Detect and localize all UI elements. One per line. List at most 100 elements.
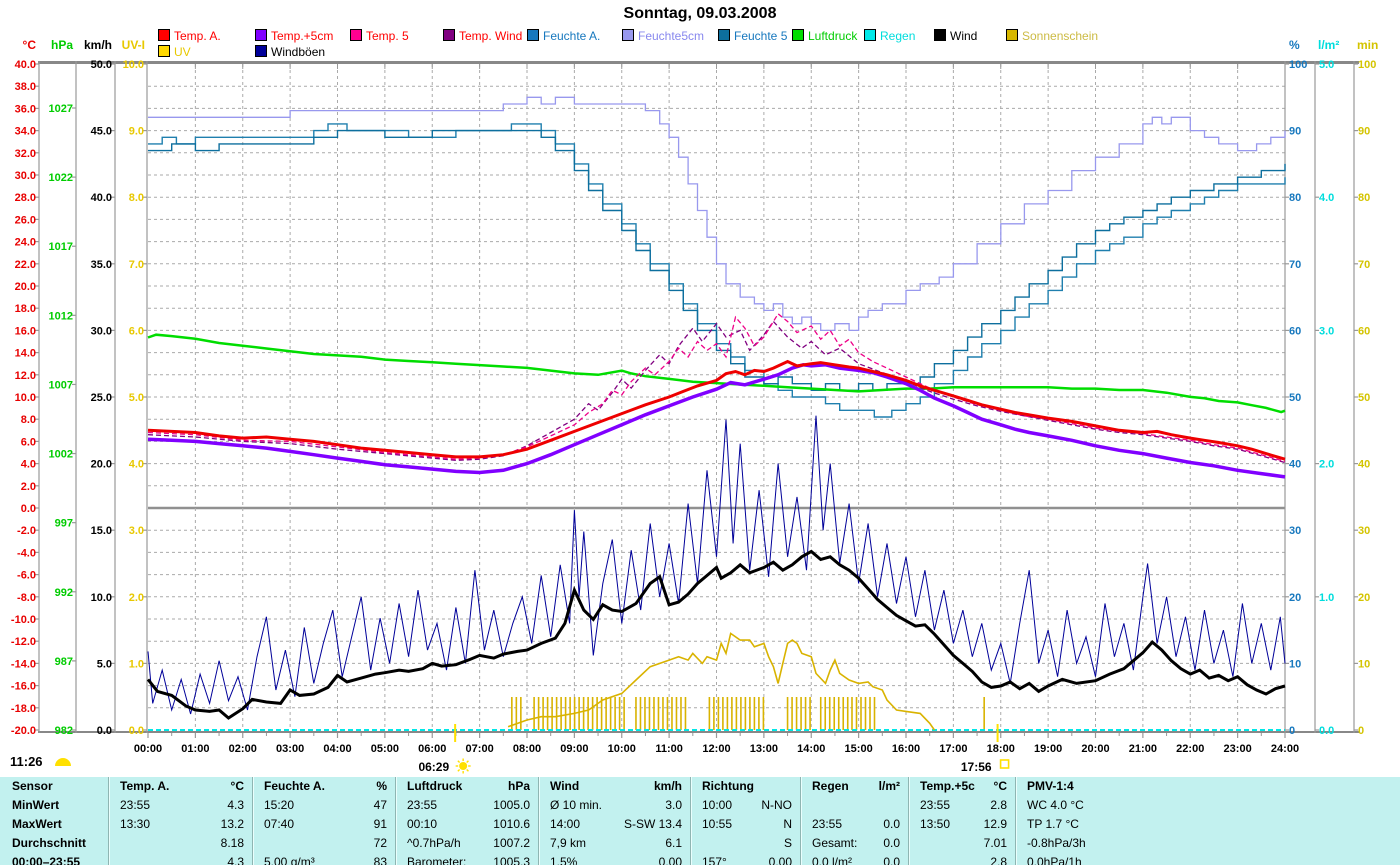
table-col-header: Temp. A. xyxy=(120,779,170,793)
axis-tick-label-: 0 xyxy=(1289,725,1295,737)
table-value: 2.8 xyxy=(990,798,1007,812)
x-axis-label: 16:00 xyxy=(892,743,920,755)
legend-item-temp-5: Temp. 5 xyxy=(350,29,409,43)
table-value-time: 7,9 km xyxy=(550,836,587,850)
legend-swatch-icon xyxy=(622,29,634,41)
legend-swatch-icon xyxy=(864,29,876,41)
x-axis-label: 22:00 xyxy=(1176,743,1204,755)
axis-tick-label-c: 30.0 xyxy=(15,170,36,182)
axis-tick-label-c: 26.0 xyxy=(15,214,36,226)
table-divider xyxy=(108,777,110,865)
x-axis-label: 03:00 xyxy=(276,743,304,755)
x-axis-label: 10:00 xyxy=(608,743,636,755)
axis-tick-label-kmh: 5.0 xyxy=(97,658,112,670)
table-value-time: 23:55 xyxy=(407,798,438,812)
axis-tick-label-c: 16.0 xyxy=(15,325,36,337)
x-axis-label: 23:00 xyxy=(1224,743,1252,755)
sunrise-sun-icon xyxy=(455,758,471,774)
axis-tick-label-c: -10.0 xyxy=(11,614,36,626)
axis-tick-label-min: 0 xyxy=(1358,725,1364,737)
x-axis-label: 20:00 xyxy=(1081,743,1109,755)
x-axis-label: 02:00 xyxy=(229,743,257,755)
table-divider xyxy=(690,777,692,865)
legend-label: Feuchte5cm xyxy=(638,29,705,43)
axis-tick-label-kmh: 40.0 xyxy=(91,192,112,204)
axis-tick-label-c: 20.0 xyxy=(15,281,36,293)
legend-swatch-icon xyxy=(934,29,946,41)
axis-tick-label-: 30 xyxy=(1289,525,1301,537)
table-divider xyxy=(395,777,397,865)
axis-unit-min: min xyxy=(1357,38,1379,52)
axis-tick-label-c: -6.0 xyxy=(17,570,36,582)
axis-tick-label-c: -8.0 xyxy=(17,592,36,604)
table-value-time: WC 4.0 °C xyxy=(1027,798,1084,812)
axis-tick-label-lm: 3.0 xyxy=(1319,325,1334,337)
table-value: 12.9 xyxy=(983,817,1007,831)
x-axis-label: 08:00 xyxy=(513,743,541,755)
table-value: 83 xyxy=(373,855,387,865)
axis-unit-hpa: hPa xyxy=(50,38,73,52)
legend-item-windb-en: Windböen xyxy=(255,45,325,59)
series-feuchte5cm xyxy=(148,96,1286,332)
axis-tick-label-: 20 xyxy=(1289,592,1301,604)
table-value: 8.18 xyxy=(220,836,244,850)
axis-tick-label-c: 32.0 xyxy=(15,148,36,160)
table-divider xyxy=(1015,777,1017,865)
legend-item-wind: Wind xyxy=(934,29,977,43)
table-value-time: 10:00 xyxy=(702,798,733,812)
table-col-header: Wind xyxy=(550,779,580,793)
axis-tick-label-c: 40.0 xyxy=(15,59,36,71)
legend-label: Temp. A. xyxy=(174,29,221,43)
legend-swatch-icon xyxy=(718,29,730,41)
legend-swatch-icon xyxy=(443,29,455,41)
legend-label: Temp. Wind xyxy=(459,29,523,43)
x-axis-label: 00:00 xyxy=(134,743,162,755)
x-axis-label: 19:00 xyxy=(1034,743,1062,755)
table-value: 4.3 xyxy=(227,855,244,865)
axis-tick-label-: 50 xyxy=(1289,392,1301,404)
series-uv xyxy=(507,632,936,731)
series-temp-a- xyxy=(147,359,1286,461)
legend-item-feuchte5cm: Feuchte5cm xyxy=(622,29,704,43)
sunrise-time: 06:29 xyxy=(418,760,449,774)
axis-tick-label-min: 20 xyxy=(1358,592,1370,604)
plot-bottom-border xyxy=(38,731,1359,733)
axis-tick-label-min: 70 xyxy=(1358,259,1370,271)
axis-tick-label-uvi: 1.0 xyxy=(129,658,144,670)
axis-tick-label-c: 0.0 xyxy=(21,503,36,515)
table-row: 00:00–23:55 4.3 5.00 g/m³ 83 Barometer: 1005.… xyxy=(0,853,1400,865)
axis-tick-label-kmh: 25.0 xyxy=(91,392,112,404)
table-row-label: MaxWert xyxy=(12,817,62,831)
table-col-unit xyxy=(752,777,792,796)
table-divider xyxy=(538,777,540,865)
table-value-time: Gesamt: xyxy=(812,836,858,850)
table-value: 1010.6 xyxy=(493,817,530,831)
legend-label: Temp. 5 xyxy=(366,29,409,43)
plot-top-border xyxy=(38,61,1359,64)
axis-tick-label-uvi: 9.0 xyxy=(129,126,144,138)
table-value: N xyxy=(783,817,792,831)
axis-tick-label-lm: 2.0 xyxy=(1319,459,1334,471)
table-value: N-NO xyxy=(761,798,792,812)
axis-tick-label-hpa: 982 xyxy=(55,725,73,737)
table-value-time: 23:55 xyxy=(812,817,843,831)
axis-tick-label-kmh: 45.0 xyxy=(91,126,112,138)
legend-item-uv: UV xyxy=(158,45,191,59)
series-temp-5cm xyxy=(147,363,1286,479)
table-row: Durchschnitt 8.18 72 ^0.7hPa/h 1007.2 7,9 km 6… xyxy=(0,834,1400,853)
half-sun-icon xyxy=(55,758,71,766)
axis-tick-label-uvi: 0.0 xyxy=(129,725,144,737)
axis-tick-label-: 60 xyxy=(1289,325,1301,337)
legend-item-luftdruck: Luftdruck xyxy=(792,29,857,43)
legend-label: Feuchte A. xyxy=(543,29,601,43)
axis-tick-label-kmh: 15.0 xyxy=(91,525,112,537)
sunset-square-icon xyxy=(999,759,1010,769)
table-row-label: 00:00–23:55 xyxy=(12,855,81,865)
x-axis-label: 21:00 xyxy=(1129,743,1157,755)
table-value: 0.0 xyxy=(883,855,900,865)
table-col-header: Temp.+5cm xyxy=(920,779,975,793)
axis-tick-label-hpa: 1027 xyxy=(49,103,73,115)
axis-tick-label-uvi: 7.0 xyxy=(129,259,144,271)
axis-tick-label-c: -20.0 xyxy=(11,725,36,737)
